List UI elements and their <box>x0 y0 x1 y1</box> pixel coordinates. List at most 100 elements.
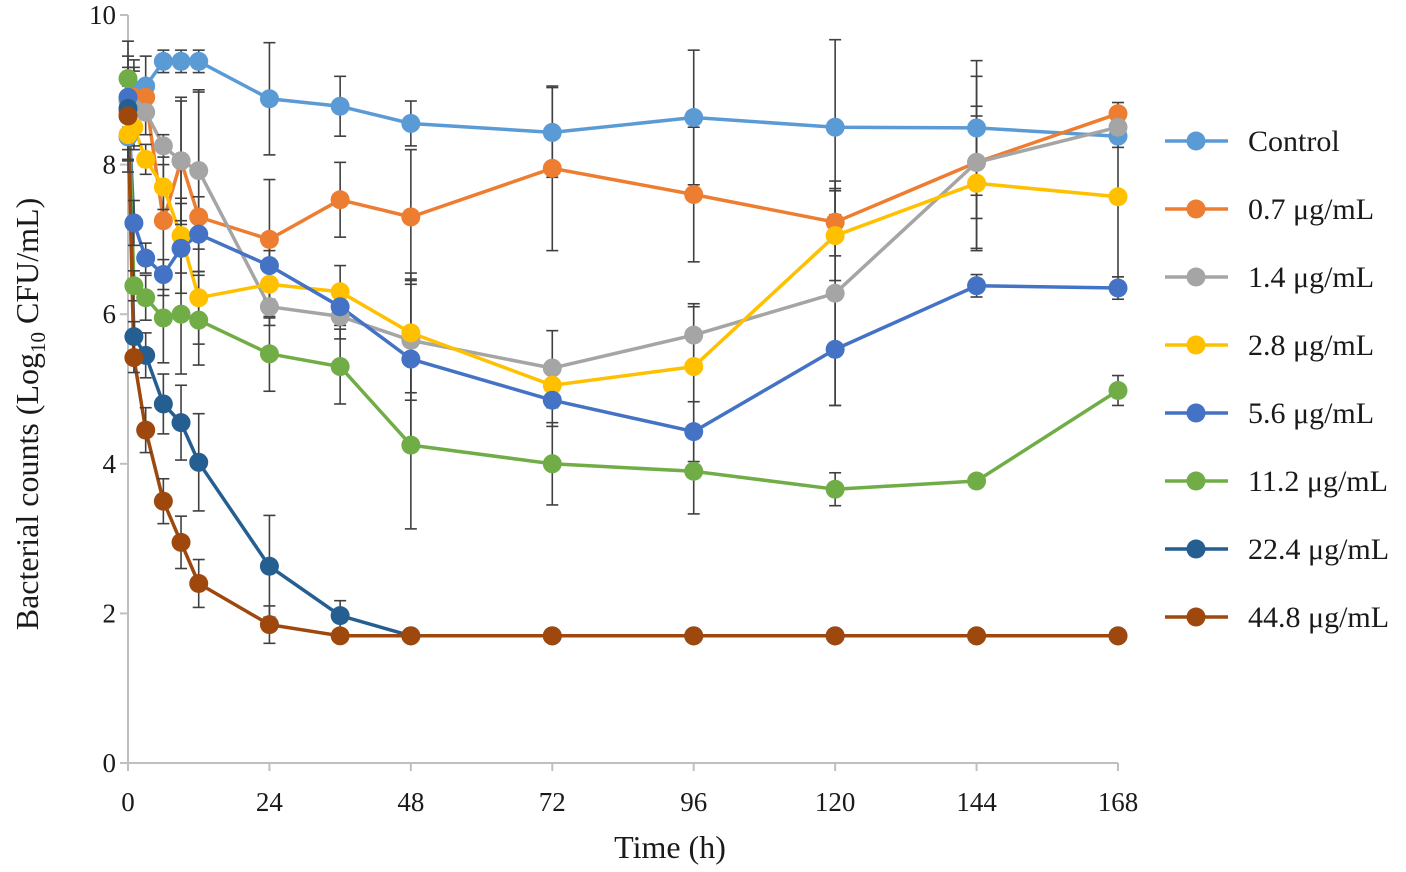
data-point-4 <box>401 349 421 369</box>
data-point-5 <box>684 461 704 481</box>
data-point-2 <box>684 325 704 345</box>
data-point-5 <box>118 69 138 89</box>
data-point-3 <box>330 282 350 302</box>
data-point-1 <box>153 211 173 231</box>
data-point-1 <box>825 212 845 232</box>
data-point-3 <box>136 149 156 169</box>
data-point-0 <box>259 89 279 109</box>
data-point-2 <box>825 283 845 303</box>
data-point-2 <box>171 151 191 171</box>
data-point-4 <box>330 297 350 317</box>
series-markers <box>118 51 1128 646</box>
series-line-7 <box>126 115 1118 638</box>
data-point-5 <box>124 276 144 296</box>
data-point-5 <box>171 304 191 324</box>
data-point-1 <box>684 185 704 205</box>
legend-marker <box>1186 335 1206 355</box>
data-point-2 <box>136 102 156 122</box>
legend-marker <box>1186 607 1206 627</box>
data-point-3 <box>825 226 845 246</box>
data-point-3 <box>189 288 209 308</box>
data-point-4 <box>171 238 191 258</box>
data-point-5 <box>136 288 156 308</box>
data-point-3 <box>684 357 704 377</box>
data-point-6 <box>189 452 209 472</box>
data-point-5 <box>330 357 350 377</box>
data-point-6 <box>330 606 350 626</box>
data-point-0 <box>825 117 845 137</box>
x-tick-label: 24 <box>256 787 284 817</box>
data-point-7 <box>171 532 191 552</box>
data-point-7 <box>401 626 421 646</box>
data-point-2 <box>967 152 987 172</box>
data-point-7 <box>684 626 704 646</box>
x-axis-title: Time (h) <box>614 829 726 865</box>
data-point-3 <box>259 274 279 294</box>
y-tick-label: 6 <box>103 299 117 329</box>
data-point-5 <box>967 471 987 491</box>
data-point-5 <box>1108 380 1128 400</box>
data-point-6 <box>153 394 173 414</box>
x-tick-label: 48 <box>397 787 424 817</box>
data-point-0 <box>153 51 173 71</box>
data-point-4 <box>1108 278 1128 298</box>
data-point-2 <box>189 161 209 181</box>
data-point-0 <box>401 113 421 133</box>
data-point-7 <box>259 615 279 635</box>
data-point-3 <box>967 173 987 193</box>
data-point-4 <box>542 390 562 410</box>
data-point-0 <box>330 96 350 116</box>
legend-entry: Control <box>1165 125 1340 158</box>
data-point-7 <box>330 626 350 646</box>
legend-entry: 5.6 μg/mL <box>1165 397 1374 430</box>
data-point-4 <box>684 422 704 442</box>
y-tick-label: 0 <box>103 748 117 778</box>
data-point-5 <box>542 454 562 474</box>
data-point-4 <box>124 213 144 233</box>
data-point-2 <box>542 358 562 378</box>
y-axis-title: Bacterial counts (Log10 CFU/mL) <box>9 198 50 630</box>
data-point-7 <box>124 348 144 368</box>
data-point-0 <box>684 107 704 127</box>
data-point-1 <box>542 158 562 178</box>
data-point-5 <box>189 310 209 330</box>
data-point-2 <box>153 136 173 156</box>
legend-label: 5.6 μg/mL <box>1248 397 1374 430</box>
data-point-7 <box>542 626 562 646</box>
legend-marker <box>1186 267 1206 287</box>
data-point-3 <box>153 177 173 197</box>
data-point-0 <box>189 51 209 71</box>
legend-entry: 22.4 μg/mL <box>1165 533 1389 566</box>
data-point-7 <box>153 491 173 511</box>
legend-marker <box>1186 199 1206 219</box>
data-point-3 <box>401 323 421 343</box>
legend-label: 44.8 μg/mL <box>1248 601 1389 634</box>
legend-entry: 0.7 μg/mL <box>1165 193 1374 226</box>
y-axis-title-end: CFU/mL) <box>9 198 45 332</box>
data-point-7 <box>189 573 209 593</box>
data-point-3 <box>542 375 562 395</box>
x-tick-label: 72 <box>539 787 566 817</box>
y-tick-label: 8 <box>103 150 117 180</box>
legend-label: Control <box>1248 125 1340 158</box>
legend-entry: 44.8 μg/mL <box>1165 601 1389 634</box>
data-point-6 <box>124 327 144 347</box>
data-point-4 <box>967 276 987 296</box>
legend-entry: 2.8 μg/mL <box>1165 329 1374 362</box>
data-point-4 <box>259 256 279 276</box>
data-point-4 <box>136 248 156 268</box>
y-tick-label: 2 <box>103 598 117 628</box>
legend-label: 0.7 μg/mL <box>1248 193 1374 226</box>
y-tick-label: 4 <box>103 449 117 479</box>
y-axis-title-main: Bacterial counts (Log <box>9 353 45 630</box>
data-point-5 <box>153 308 173 328</box>
data-point-4 <box>825 339 845 359</box>
data-point-1 <box>401 207 421 227</box>
data-point-7 <box>967 626 987 646</box>
legend-entry: 1.4 μg/mL <box>1165 261 1374 294</box>
y-tick-label: 10 <box>89 0 116 30</box>
data-point-1 <box>259 229 279 249</box>
